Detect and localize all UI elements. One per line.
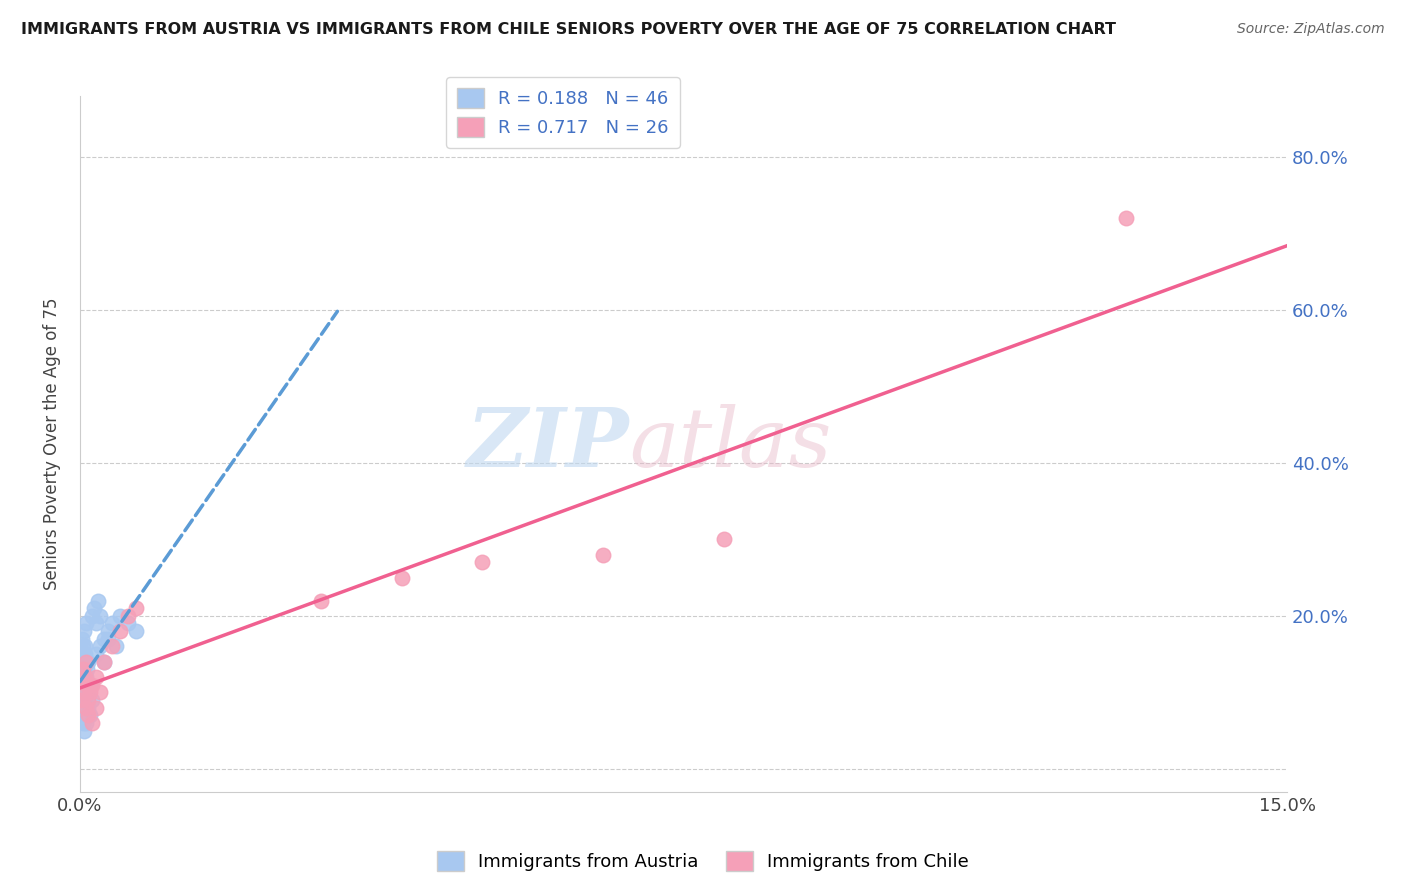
Point: [73, 670, 96, 684]
Point: [72, 662, 94, 676]
Point: [93, 655, 115, 669]
Point: [471, 555, 494, 569]
Point: [72, 640, 94, 654]
Text: IMMIGRANTS FROM AUSTRIA VS IMMIGRANTS FROM CHILE SENIORS POVERTY OVER THE AGE OF: IMMIGRANTS FROM AUSTRIA VS IMMIGRANTS FR…: [21, 22, 1116, 37]
Point: [77, 685, 100, 699]
Point: [117, 616, 139, 631]
Point: [75, 670, 97, 684]
Point: [73, 647, 96, 661]
Point: [108, 624, 131, 639]
Point: [75, 685, 97, 699]
Point: [73, 700, 96, 714]
Point: [73, 670, 96, 684]
Point: [72, 678, 94, 692]
Point: [80, 693, 103, 707]
Point: [73, 640, 96, 654]
Point: [84, 700, 107, 714]
Point: [72, 655, 94, 669]
Point: [80, 608, 103, 623]
Point: [75, 700, 97, 714]
Point: [108, 608, 131, 623]
Point: [125, 601, 148, 615]
Point: [75, 655, 97, 669]
Point: [89, 608, 111, 623]
Point: [592, 548, 614, 562]
Point: [125, 624, 148, 639]
Point: [79, 708, 101, 723]
Point: [80, 678, 103, 692]
Point: [105, 640, 128, 654]
Point: [84, 670, 107, 684]
Point: [101, 616, 124, 631]
Y-axis label: Seniors Poverty Over the Age of 75: Seniors Poverty Over the Age of 75: [44, 298, 60, 590]
Point: [73, 662, 96, 676]
Point: [311, 593, 333, 607]
Text: ZIP: ZIP: [467, 404, 628, 483]
Legend: Immigrants from Austria, Immigrants from Chile: Immigrants from Austria, Immigrants from…: [430, 844, 976, 879]
Point: [97, 632, 120, 646]
Point: [70, 685, 93, 699]
Point: [391, 571, 413, 585]
Point: [75, 715, 97, 730]
Point: [101, 640, 124, 654]
Point: [77, 708, 100, 723]
Point: [73, 723, 96, 738]
Point: [72, 632, 94, 646]
Point: [76, 678, 98, 692]
Point: [73, 624, 96, 639]
Point: [84, 616, 107, 631]
Point: [93, 655, 115, 669]
Legend: R = 0.188   N = 46, R = 0.717   N = 26: R = 0.188 N = 46, R = 0.717 N = 26: [446, 77, 679, 147]
Point: [75, 678, 97, 692]
Point: [79, 678, 101, 692]
Text: Source: ZipAtlas.com: Source: ZipAtlas.com: [1237, 22, 1385, 37]
Point: [93, 632, 115, 646]
Point: [84, 647, 107, 661]
Point: [117, 608, 139, 623]
Point: [73, 685, 96, 699]
Point: [1115, 211, 1137, 226]
Point: [80, 715, 103, 730]
Text: atlas: atlas: [628, 404, 831, 483]
Point: [76, 662, 98, 676]
Point: [77, 655, 100, 669]
Point: [89, 685, 111, 699]
Point: [79, 685, 101, 699]
Point: [72, 647, 94, 661]
Point: [73, 708, 96, 723]
Point: [77, 700, 100, 714]
Point: [72, 693, 94, 707]
Point: [77, 693, 100, 707]
Point: [76, 693, 98, 707]
Point: [75, 655, 97, 669]
Point: [89, 640, 111, 654]
Point: [75, 616, 97, 631]
Point: [83, 601, 105, 615]
Point: [713, 533, 735, 547]
Point: [72, 715, 94, 730]
Point: [97, 624, 120, 639]
Point: [86, 593, 108, 607]
Point: [72, 693, 94, 707]
